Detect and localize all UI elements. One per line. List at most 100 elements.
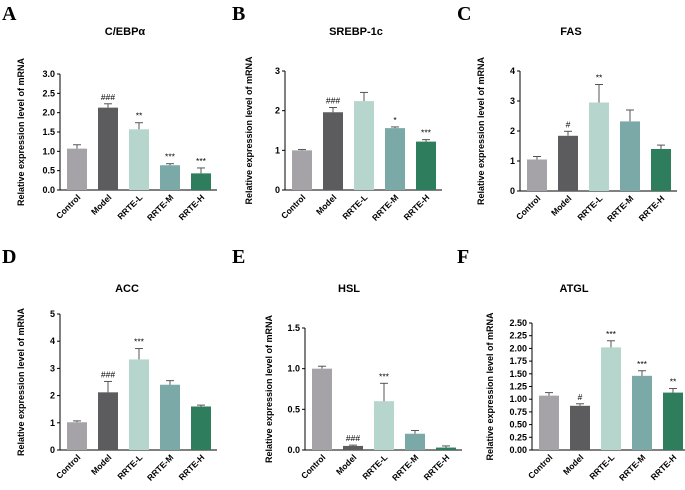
y-axis-label: Relative expression level of mRNA [264,314,274,463]
chart-title: C/EBPα [105,26,146,38]
significance-label: # [578,392,583,402]
y-tick-label: 2 [50,391,55,401]
bar-rrte-h [191,173,211,190]
x-tick-label: RRTE-L [587,452,616,481]
x-tick-label: Model [89,192,113,216]
bar-rrte-h [436,447,456,450]
x-tick-label: Control [526,452,554,480]
x-tick-label: RRTE-L [575,193,604,222]
bar-rrte-l [129,359,149,450]
y-tick-label: 1 [50,418,55,428]
bar-rrte-l [129,129,149,190]
y-tick-label: 1.75 [509,356,527,366]
chart-panel-c: C FAS Relative expression level of mRNA 0 1 2… [457,3,677,224]
bar-control [312,368,332,450]
x-tick-label: RRTE-M [617,452,647,482]
bar-rrte-m [632,375,652,450]
chart-title: HSL [338,283,360,295]
chart-title: ACC [115,283,139,295]
x-tick-label: RRTE-L [340,192,369,221]
bar-control [527,159,547,191]
significance-label: ** [136,111,143,121]
y-tick-label: 2.50 [509,318,527,328]
panel-letter: C [457,3,471,25]
bar-rrte-l [589,102,609,191]
chart-title: ATGL [559,283,588,295]
x-tick-label: RRTE-H [402,192,432,222]
bar-rrte-m [385,128,405,190]
x-tick-label: Control [279,192,307,220]
y-tick-label: 1.25 [509,382,527,392]
chart-title: SREBP-1c [329,26,383,38]
y-tick-label: 5 [50,309,55,319]
significance-label: *** [134,337,145,347]
y-tick-label: 0.25 [509,432,527,442]
x-tick-label: Model [549,193,573,217]
significance-label: *** [165,152,176,162]
bar-control [539,395,559,450]
significance-label: ### [101,92,115,102]
y-tick-label: 0.00 [509,445,527,455]
x-tick-label: RRTE-L [360,452,389,481]
y-tick-label: 0.5 [287,404,300,414]
y-axis-label: Relative expression level of mRNA [16,307,26,456]
x-tick-label: Model [561,452,585,476]
y-axis-label: Relative expression level of mRNA [476,56,486,205]
bar-model [570,405,590,450]
significance-label: *** [637,359,648,369]
x-tick-label: RRTE-H [177,452,207,482]
bar-model [323,112,343,190]
panel-letter: A [2,3,17,25]
x-tick-label: Control [514,193,542,221]
x-tick-label: RRTE-H [177,192,207,222]
y-tick-label: 3.0 [42,69,55,79]
significance-label: ** [596,73,603,83]
x-tick-label: Control [54,192,82,220]
significance-label: ### [346,433,360,443]
y-tick-label: 4 [510,66,515,76]
panel-letter: D [2,246,16,268]
x-tick-label: RRTE-H [649,452,679,482]
bar-rrte-l [354,101,374,190]
x-tick-label: RRTE-L [115,452,144,481]
chart-panel-a: A C/EBPα Relative expression level of mRNA… [2,3,217,223]
x-tick-label: Model [314,192,338,216]
y-tick-label: 3 [50,363,55,373]
bar-control [67,422,87,450]
significance-label: *** [379,371,390,381]
y-tick-label: 0.5 [42,166,55,176]
bar-rrte-l [601,347,621,450]
y-tick-label: 0.0 [42,185,55,195]
x-tick-label: RRTE-H [422,452,452,482]
y-tick-label: 1 [275,145,280,155]
y-tick-label: 2 [510,126,515,136]
bar-rrte-m [620,121,640,191]
bar-rrte-l [374,401,394,450]
y-tick-label: 1.5 [42,127,55,137]
x-tick-label: RRTE-H [637,193,667,223]
y-tick-label: 1.5 [287,323,300,333]
bar-control [67,148,87,190]
y-tick-label: 2.25 [509,331,527,341]
y-tick-label: 2.5 [42,88,55,98]
chart-panel-b: B SREBP-1c Relative expression level of mR… [232,3,442,223]
x-tick-label: RRTE-M [145,452,175,482]
bar-model [98,107,118,190]
panel-letter: F [457,246,469,268]
bar-rrte-h [651,149,671,191]
y-tick-label: 0 [275,185,280,195]
y-tick-label: 0.50 [509,420,527,430]
y-axis-label: Relative expression level of mRNA [485,312,495,461]
y-tick-label: 1.50 [509,369,527,379]
chart-panel-f: F ATGL Relative expression level of mRNA 0.… [457,246,685,483]
y-tick-label: 4 [50,336,55,346]
bar-rrte-h [663,392,683,450]
bar-rrte-m [160,165,180,190]
bar-rrte-h [416,141,436,190]
y-tick-label: 1 [510,156,515,166]
x-tick-label: RRTE-M [605,193,635,223]
bar-model [343,445,363,450]
x-tick-label: Control [299,452,327,480]
significance-label: *** [421,128,432,138]
significance-label: ** [670,377,677,387]
